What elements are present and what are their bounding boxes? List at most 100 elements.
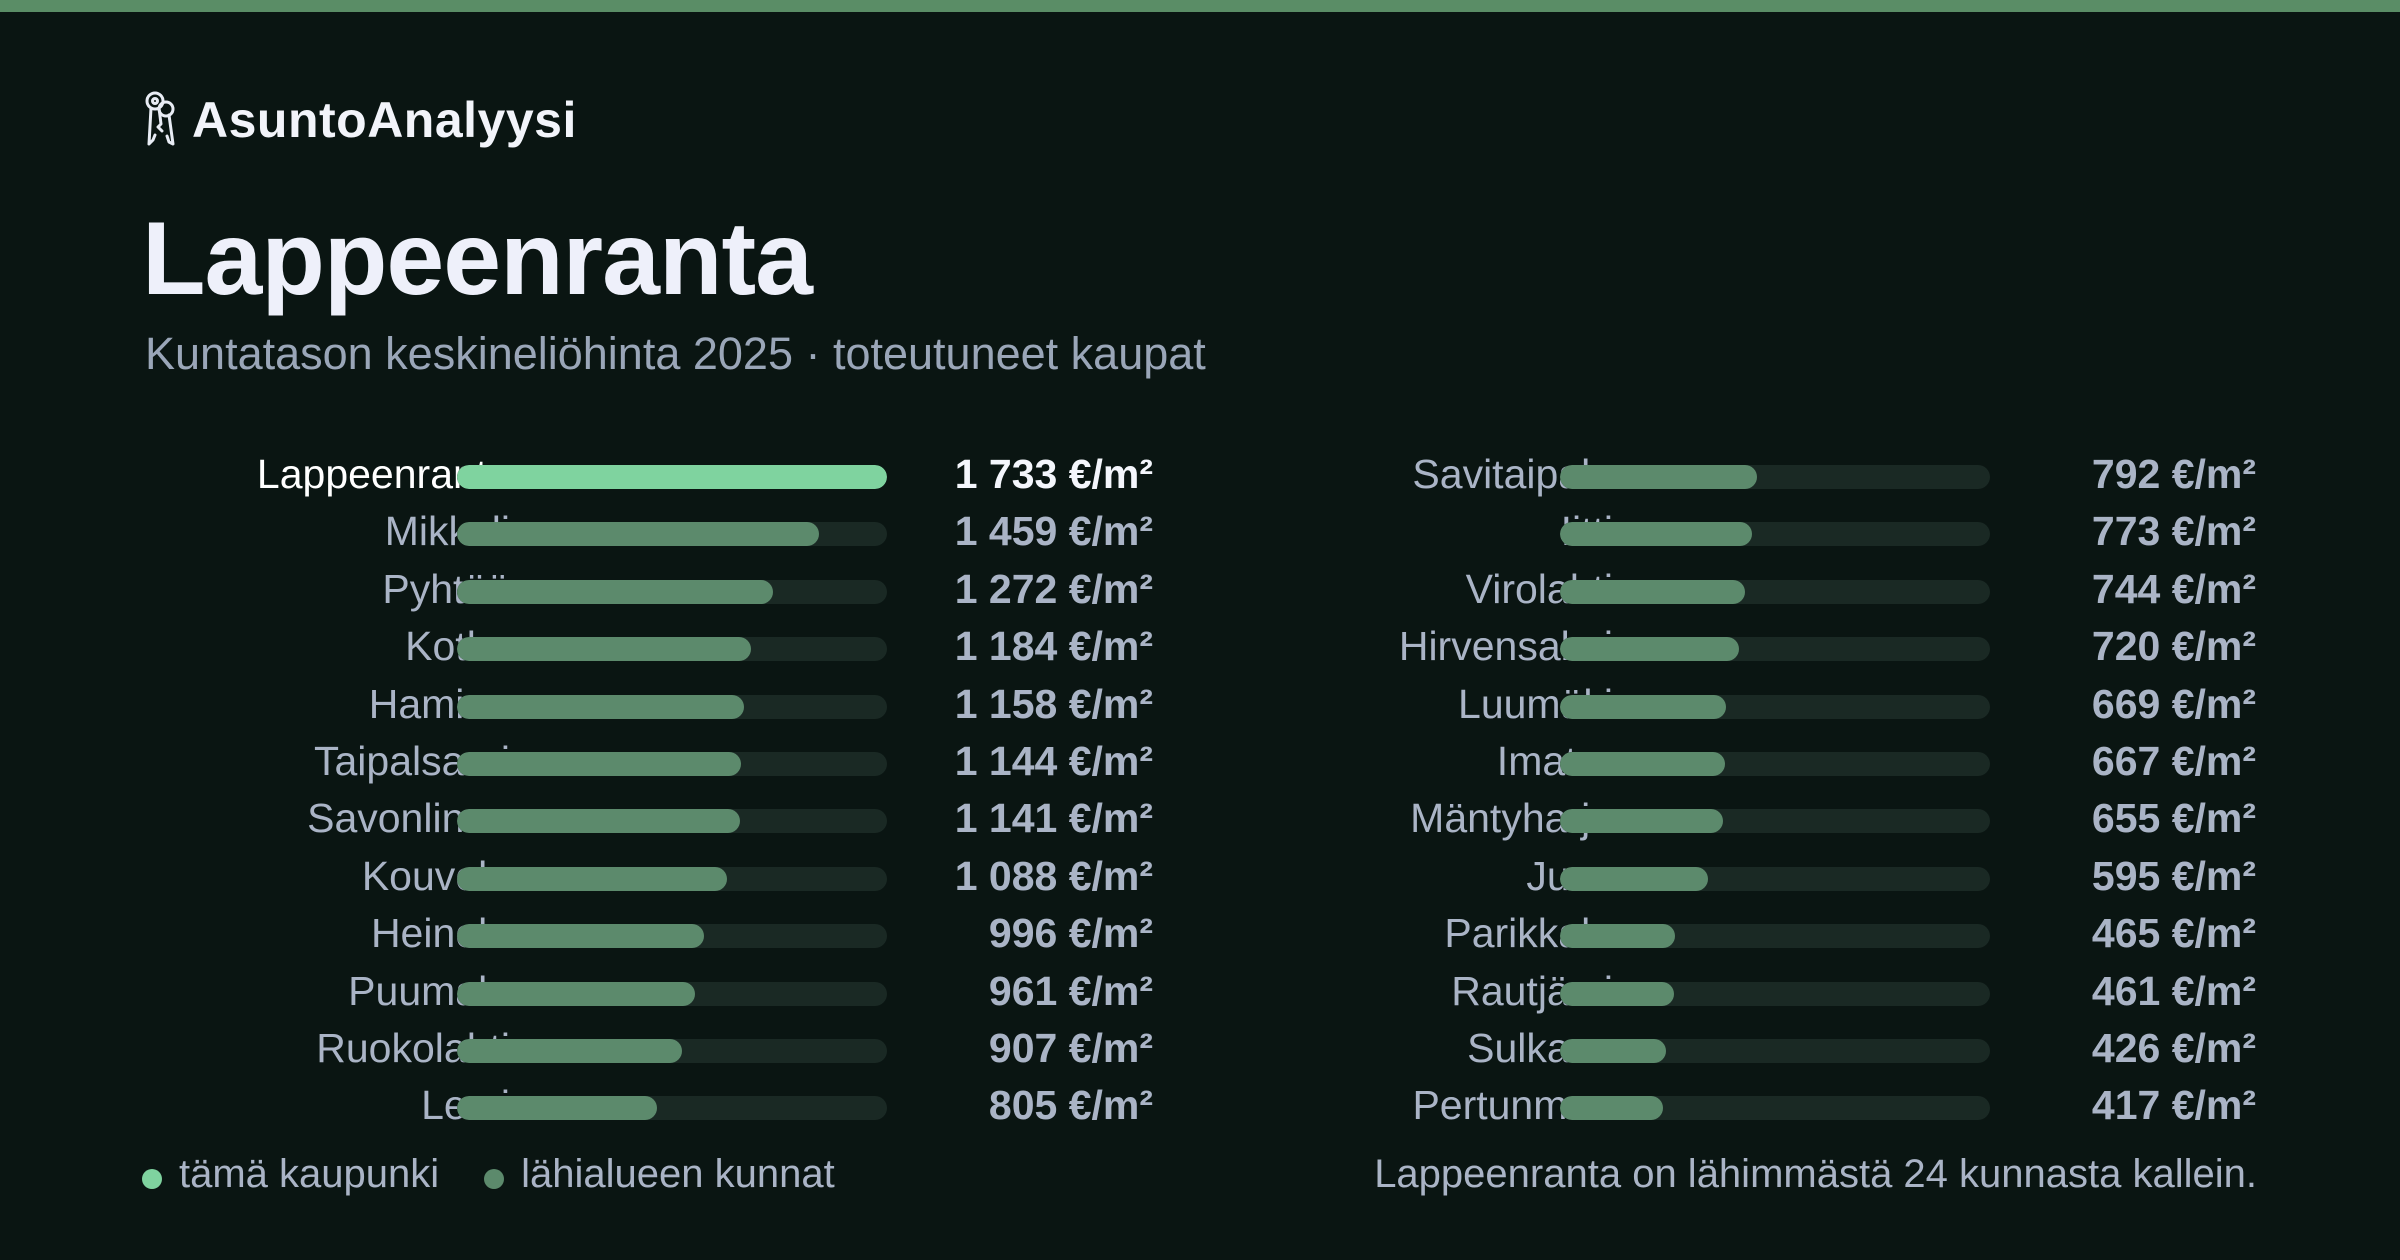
bar-track [457,866,887,891]
bar [1560,522,1752,547]
bar-row: Parikkala 465 €/m² [1183,906,2293,963]
bar-category-label: Virolahti [1465,565,1613,612]
page-title: Lappeenranta [142,201,813,317]
bar-track [1560,637,1990,662]
bar [457,924,705,949]
legend-label-city: tämä kaupunki [179,1152,440,1196]
bar-category-label: Mäntyharju [1410,795,1613,842]
bar-value-label: 773 €/m² [2091,508,2256,555]
bar [1560,809,1723,834]
bar-row: Mikkeli 1 459 €/m² [80,504,1190,561]
bar-category-label: Mikkeli [384,508,510,555]
bar [457,694,745,719]
bar-value-label: 907 €/m² [988,1024,1153,1071]
bar [457,809,741,834]
bar-track [457,637,887,662]
bar [1560,924,1676,949]
bar [1560,1096,1664,1121]
bar-track [457,465,887,489]
chart-column-right: Savitaipale 792 €/m² Iitti 773 €/m² Virolaht… [1183,447,2293,1136]
bar-value-label: 961 €/m² [988,967,1153,1014]
bar-track [457,751,887,776]
bar-row: Lemi 805 €/m² [80,1078,1190,1135]
bar-category-label: Iitti [1193,508,1613,555]
bar-value-label: 1 184 €/m² [954,623,1153,670]
bar [1560,579,1745,604]
bar-track [457,981,887,1006]
footnote: Lappeenranta on lähimmästä 24 kunnasta k… [1374,1152,2257,1196]
legend-dot-city [142,1168,162,1189]
bar-row: Rautjärvi 461 €/m² [1183,964,2293,1021]
bar [1560,637,1739,662]
bar-row: Kotka 1 184 €/m² [80,619,1190,676]
bar-category-label: Luumäki [1458,680,1613,727]
bar-row: Imatra 667 €/m² [1183,734,2293,791]
bar-row: Lappeenranta 1 733 €/m² [80,447,1190,504]
bar-category-label: Parikkala [1444,910,1613,957]
bar-value-label: 1 088 €/m² [954,852,1153,899]
bar-value-label: 655 €/m² [2091,795,2256,842]
brand: AsuntoAnalyysi [142,90,577,150]
keys-icon [145,91,175,146]
bar-category-label: Lemi [90,1082,510,1129]
bar-row: Ruokolahti 907 €/m² [80,1021,1190,1078]
legend-label-neighbors: lähialueen kunnat [521,1152,835,1196]
bar [457,1038,683,1063]
bar-track [1560,809,1990,834]
bar-track [1560,924,1990,949]
bar-track [457,924,887,949]
bar-category-label: Kotka [90,623,510,670]
brand-name: AsuntoAnalyysi [192,92,577,148]
bar [457,981,696,1006]
bar-value-label: 595 €/m² [2091,852,2256,899]
bar [457,579,773,604]
bar-category-label: Pertunmaa [1412,1082,1613,1129]
bar-value-label: 996 €/m² [988,910,1153,957]
bar-track [457,1096,887,1121]
bar-value-label: 805 €/m² [988,1082,1153,1129]
bar-category-label: Savitaipale [1412,451,1613,497]
bar-category-label: Savonlinna [307,795,510,842]
bar-track [1560,866,1990,891]
bar [1560,465,1757,489]
top-accent-bar [0,0,2400,12]
bar-category-label: Sulkava [1467,1024,1613,1071]
bar [1560,751,1726,776]
bar-value-label: 417 €/m² [2091,1082,2256,1129]
bar-track [1560,694,1990,719]
bar-track [1560,465,1990,489]
bar-category-label: Heinola [370,910,510,957]
page-subtitle: Kuntatason keskineliöhinta 2025 · toteut… [145,328,1206,379]
legend: tämä kaupunki lähialueen kunnat [142,1152,835,1197]
bar-track [457,1038,887,1063]
bar [457,751,741,776]
bar-track [1560,751,1990,776]
bar [457,522,819,547]
bar [457,637,751,662]
bar-category-label: Puumala [348,967,510,1014]
bar-track [1560,1096,1990,1121]
bar [457,1096,657,1121]
bar-value-label: 1 459 €/m² [954,508,1153,555]
bar-row: Virolahti 744 €/m² [1183,562,2293,619]
bar-value-label: 744 €/m² [2091,565,2256,612]
bar-row: Savitaipale 792 €/m² [1183,447,2293,504]
bar [1560,694,1726,719]
bar-row: Sulkava 426 €/m² [1183,1021,2293,1078]
bar-category-label: Hamina [368,680,510,727]
bar-category-label: Kouvola [361,852,510,899]
bar-row: Savonlinna 1 141 €/m² [80,791,1190,848]
bar-track [457,694,887,719]
bar-track [1560,522,1990,547]
bar-category-label: Pyhtää [382,565,510,612]
legend-dot-neighbors [484,1168,505,1189]
bar-track [457,809,887,834]
bar-row: Kouvola 1 088 €/m² [80,849,1190,906]
bar-value-label: 1 272 €/m² [954,565,1153,612]
bar-row: Pyhtää 1 272 €/m² [80,562,1190,619]
bar-value-label: 1 733 €/m² [954,451,1153,497]
bar-row: Juva 595 €/m² [1183,849,2293,906]
bar-category-label: Imatra [1496,737,1613,784]
bar-category-label: Hirvensalmi [1398,623,1613,670]
bar-row: Iitti 773 €/m² [1183,504,2293,561]
